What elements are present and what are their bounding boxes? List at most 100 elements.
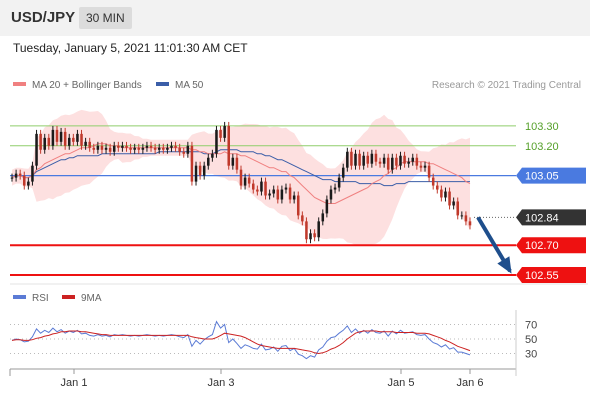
candle-body bbox=[374, 153, 378, 162]
candle-body bbox=[207, 157, 210, 166]
candle-body bbox=[80, 133, 83, 146]
candle-body bbox=[296, 195, 300, 216]
time-label-1: Jan 3 bbox=[208, 377, 235, 389]
legend-rsi-ma: 9MA bbox=[62, 293, 102, 304]
candle-body bbox=[448, 191, 451, 206]
candle-body bbox=[96, 145, 100, 150]
candle-body bbox=[219, 129, 222, 138]
candle-body bbox=[117, 145, 120, 148]
candle-body bbox=[268, 193, 271, 196]
candle-body bbox=[235, 157, 239, 170]
candle-body bbox=[186, 145, 190, 154]
candle-body bbox=[211, 153, 214, 158]
candle-body bbox=[325, 199, 329, 214]
candle-body bbox=[247, 177, 251, 184]
candle-body bbox=[256, 189, 259, 192]
candle-body bbox=[67, 137, 71, 146]
candle-body bbox=[141, 147, 145, 150]
candle-body bbox=[366, 155, 370, 164]
candle-body bbox=[292, 195, 296, 200]
candle-body bbox=[468, 221, 472, 226]
candle-body bbox=[178, 147, 181, 152]
candle-body bbox=[456, 201, 459, 216]
level-tag-4 bbox=[516, 267, 586, 284]
candle-body bbox=[198, 165, 202, 176]
candle-body bbox=[460, 215, 464, 217]
candle-body bbox=[280, 189, 284, 200]
candle-body bbox=[444, 191, 447, 198]
level-label-0: 103.30 bbox=[525, 121, 559, 133]
candle-body bbox=[284, 187, 288, 190]
candle-body bbox=[14, 173, 18, 178]
candle-body bbox=[194, 165, 198, 182]
level-label-1: 103.20 bbox=[525, 141, 559, 153]
rsi-swatch bbox=[13, 295, 26, 300]
ma20-line bbox=[11, 143, 471, 204]
candle-body bbox=[51, 129, 55, 146]
rsi-level-label-30: 30 bbox=[525, 349, 537, 361]
candle-body bbox=[10, 177, 14, 179]
candle-body bbox=[31, 165, 34, 182]
ma50-line bbox=[11, 149, 470, 187]
rsi-ma-swatch bbox=[62, 295, 75, 300]
candle-body bbox=[341, 167, 345, 178]
rsi-ma-line bbox=[11, 330, 471, 355]
candle-body bbox=[243, 177, 247, 186]
level-tag-3 bbox=[516, 237, 586, 254]
legend-rsi-ma-label: 9MA bbox=[81, 293, 102, 304]
candle-body bbox=[333, 187, 337, 190]
candle-body bbox=[350, 151, 353, 166]
candle-body bbox=[27, 181, 30, 186]
candle-body bbox=[407, 161, 410, 164]
candle-body bbox=[403, 155, 406, 164]
candle-body bbox=[440, 189, 443, 198]
candle-body bbox=[313, 233, 316, 238]
candle-body bbox=[260, 181, 263, 192]
candle-body bbox=[84, 141, 87, 146]
level-label-4: 102.55 bbox=[525, 270, 559, 282]
candle-body bbox=[157, 147, 161, 150]
candle-body bbox=[329, 189, 333, 200]
candle-body bbox=[452, 201, 455, 206]
candle-body bbox=[59, 131, 63, 142]
time-label-2: Jan 5 bbox=[388, 377, 415, 389]
candle-body bbox=[145, 145, 149, 148]
candle-body bbox=[362, 155, 365, 166]
candle-body bbox=[276, 189, 280, 200]
candle-body bbox=[149, 145, 153, 148]
candle-body bbox=[223, 125, 226, 138]
candle-body bbox=[309, 233, 312, 240]
candle-body bbox=[288, 187, 292, 200]
candle-body bbox=[137, 147, 141, 150]
last-price-label: 102.84 bbox=[525, 212, 559, 224]
candle-body bbox=[386, 157, 390, 170]
candle-body bbox=[202, 165, 206, 176]
legend-ma50: MA 50 bbox=[156, 80, 203, 91]
candle-body bbox=[121, 145, 124, 148]
rsi-level-label-70: 70 bbox=[525, 320, 537, 332]
chart-header: USD/JPY 30 MIN bbox=[0, 0, 590, 36]
time-label-3: Jan 6 bbox=[457, 377, 484, 389]
candle-body bbox=[264, 181, 267, 196]
last-price-tag bbox=[516, 209, 586, 226]
currency-pair-title: USD/JPY bbox=[11, 9, 76, 26]
candle-body bbox=[427, 165, 431, 178]
candle-body bbox=[18, 173, 22, 176]
candle-body bbox=[252, 183, 255, 190]
candle-body bbox=[231, 157, 235, 166]
candle-body bbox=[133, 147, 136, 150]
level-label-2: 103.05 bbox=[525, 171, 559, 183]
candle-body bbox=[88, 141, 91, 148]
candle-body bbox=[358, 153, 361, 166]
candle-body bbox=[182, 151, 186, 154]
report-datetime: Tuesday, January 5, 2021 11:01:30 AM CET bbox=[13, 41, 248, 55]
candle-body bbox=[92, 147, 96, 150]
candle-body bbox=[104, 147, 108, 150]
projection-arrow-head bbox=[497, 256, 512, 274]
candle-body bbox=[317, 221, 320, 238]
candle-body bbox=[391, 157, 394, 170]
candle-body bbox=[47, 137, 51, 146]
candle-body bbox=[23, 175, 26, 186]
timeframe-button[interactable]: 30 MIN bbox=[79, 7, 132, 29]
